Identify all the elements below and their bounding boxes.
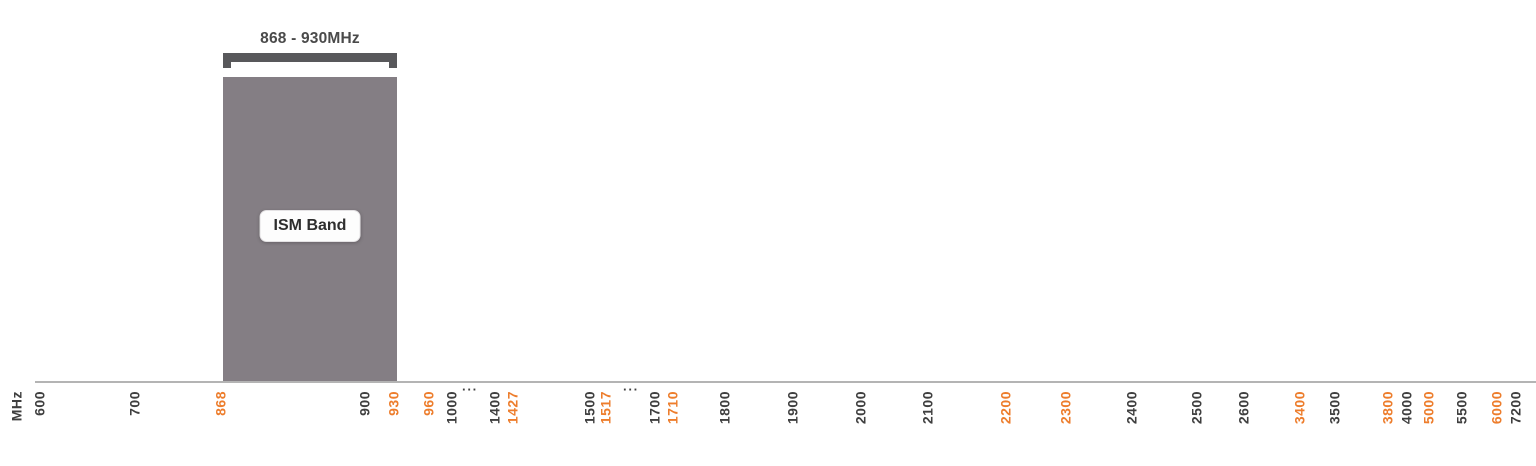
axis-tick-label: 3400 bbox=[1291, 391, 1308, 425]
axis-tick-label: 2300 bbox=[1057, 391, 1074, 425]
axis-tick-label: 1700 bbox=[646, 391, 663, 425]
axis-tick-label: 868 bbox=[212, 391, 229, 416]
axis-tick-label: 1900 bbox=[784, 391, 801, 425]
axis-tick-label: 1710 bbox=[664, 391, 681, 425]
axis-tick-label: 930 bbox=[385, 391, 402, 416]
ism-band-bar: ISM Band bbox=[223, 77, 397, 382]
axis-tick-label: 1400 bbox=[486, 391, 503, 425]
range-bracket bbox=[223, 53, 397, 68]
axis-tick-label: 1500 bbox=[581, 391, 598, 425]
axis-tick-label: 7200 bbox=[1507, 391, 1524, 425]
axis-tick-label: 1517 bbox=[597, 391, 614, 425]
axis-tick-label: 1800 bbox=[716, 391, 733, 425]
axis-tick-label: ··· bbox=[623, 382, 639, 397]
axis-tick-label: 5000 bbox=[1420, 391, 1437, 425]
axis-tick-label: 960 bbox=[420, 391, 437, 416]
axis-tick-label: 1000 bbox=[443, 391, 460, 425]
axis-tick-label: 6000 bbox=[1488, 391, 1505, 425]
axis-tick-label: 3800 bbox=[1379, 391, 1396, 425]
axis-unit-label: MHz bbox=[8, 391, 25, 422]
axis-tick-label: 2200 bbox=[997, 391, 1014, 425]
axis-line bbox=[35, 381, 1536, 383]
axis-tick-label: 600 bbox=[31, 391, 48, 416]
axis-tick-label: ··· bbox=[462, 382, 478, 397]
ism-band-badge: ISM Band bbox=[259, 210, 361, 242]
axis-tick-label: 2000 bbox=[852, 391, 869, 425]
axis-tick-label: 2100 bbox=[919, 391, 936, 425]
axis-tick-label: 3500 bbox=[1326, 391, 1343, 425]
axis-tick-label: 1427 bbox=[504, 391, 521, 425]
axis-tick-label: 2600 bbox=[1235, 391, 1252, 425]
axis-tick-label: 4000 bbox=[1398, 391, 1415, 425]
axis-tick-label: 900 bbox=[356, 391, 373, 416]
axis-tick-label: 5500 bbox=[1453, 391, 1470, 425]
axis-tick-label: 2500 bbox=[1188, 391, 1205, 425]
axis-tick-label: 700 bbox=[126, 391, 143, 416]
axis-tick-label: 2400 bbox=[1123, 391, 1140, 425]
band-range-label: 868 - 930MHz bbox=[260, 30, 360, 47]
